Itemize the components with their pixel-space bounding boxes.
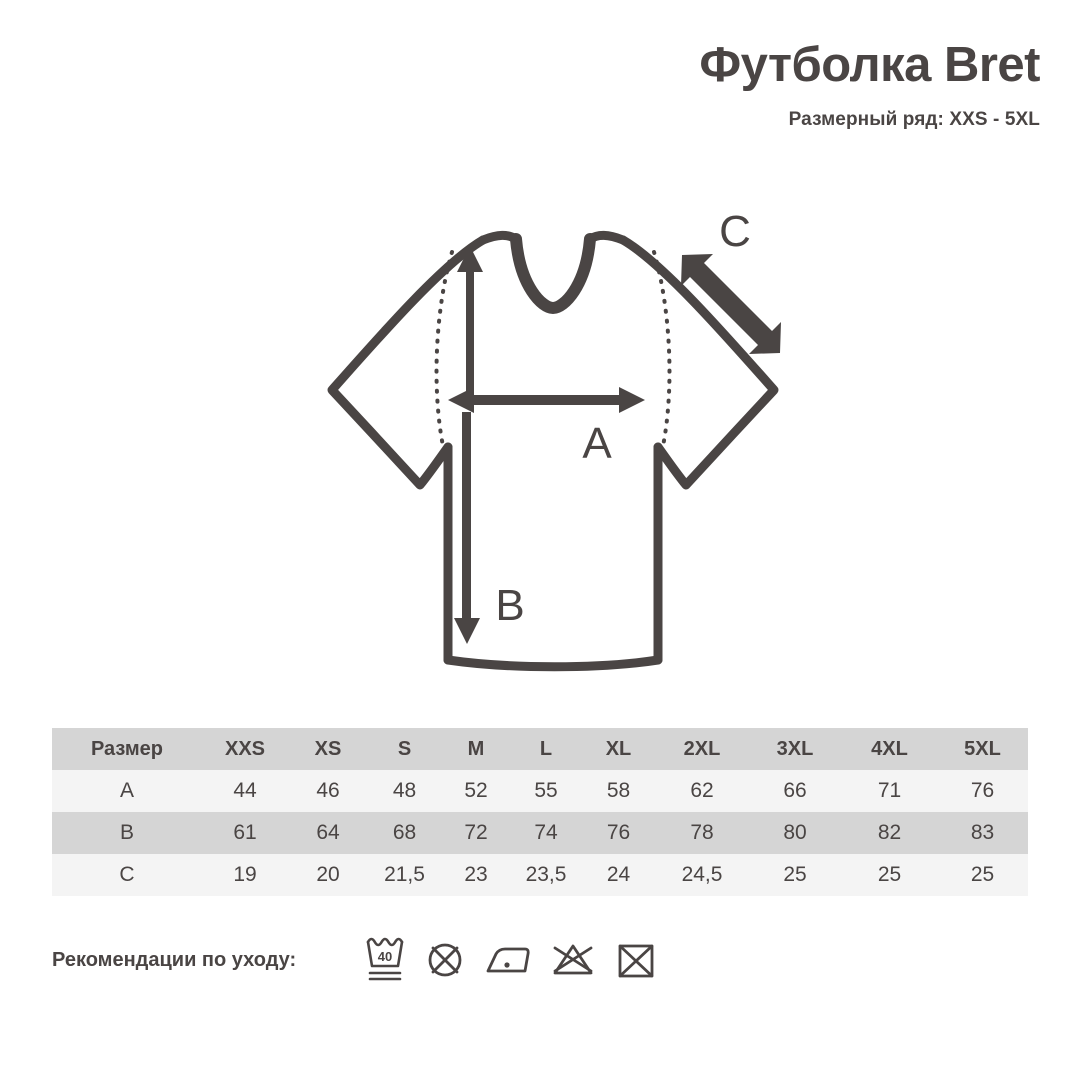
measure-arrow-up [457, 246, 483, 392]
cell-a-m: 52 [464, 779, 488, 802]
row-label-c: C [119, 863, 135, 886]
cell-b-l: 74 [534, 821, 558, 844]
cell-b-3xl: 80 [783, 821, 807, 844]
table-header-xl: XL [605, 737, 632, 760]
cell-b-s: 68 [392, 821, 417, 844]
cell-b-m: 72 [464, 821, 488, 844]
cell-a-xs: 46 [316, 779, 340, 802]
table-header-xs: XS [314, 737, 342, 760]
cell-a-5xl: 76 [970, 779, 995, 802]
do-not-dry-clean-icon [618, 944, 654, 978]
wash-temperature-value: 40 [378, 949, 392, 964]
cell-a-xxs: 44 [233, 779, 257, 802]
do-not-bleach-icon [428, 943, 462, 977]
cell-c-l: 23,5 [525, 863, 567, 886]
cell-c-s: 21,5 [384, 863, 425, 886]
care-icons-group: 40 [364, 935, 658, 985]
cell-b-xxs: 61 [233, 821, 257, 844]
header: Футболка Bret Размерный ряд: XXS - 5XL [340, 38, 1040, 131]
table-row: C 19 20 21,5 23 23,5 24 24,5 25 25 25 [52, 854, 1028, 896]
cell-c-xl: 24 [606, 863, 631, 886]
row-label-b: B [119, 821, 134, 844]
wash-40-delicate-icon: 40 [366, 937, 404, 981]
size-range-subtitle: Размерный ряд: XXS - 5XL [788, 109, 1040, 131]
table-row: B 61 64 68 72 74 76 78 80 82 83 [52, 812, 1028, 854]
cell-c-xs: 20 [316, 863, 340, 886]
cell-a-l: 55 [534, 779, 558, 802]
cell-a-3xl: 66 [783, 779, 807, 802]
cell-b-5xl: 83 [970, 821, 995, 844]
measure-arrow-a [448, 387, 645, 413]
row-label-a: A [119, 779, 134, 802]
cell-a-4xl: 71 [877, 779, 902, 802]
table-header-l: L [539, 737, 553, 760]
table-header-m: M [467, 737, 485, 760]
care-instructions: Рекомендации по уходу: 40 [52, 934, 658, 986]
cell-c-4xl: 25 [877, 863, 902, 886]
page-title: Футболка Bret [699, 38, 1040, 92]
cell-a-s: 48 [392, 779, 417, 802]
care-instructions-label: Рекомендации по уходу: [52, 948, 297, 971]
measure-arrow-b [454, 412, 480, 644]
table-header-3xl: 3XL [776, 737, 814, 760]
tshirt-measurement-diagram: A B C [280, 190, 820, 690]
table-row: A 44 46 48 52 55 58 62 66 71 76 [52, 770, 1028, 812]
sleeve-seam-dotted-lines [434, 250, 672, 448]
table-header-s: S [397, 737, 412, 760]
cell-a-2xl: 62 [690, 779, 714, 802]
measure-label-a: A [582, 419, 612, 468]
do-not-tumble-dry-icon [553, 944, 593, 975]
cell-c-2xl: 24,5 [681, 863, 723, 886]
cell-b-2xl: 78 [690, 821, 714, 844]
iron-dot [504, 962, 510, 968]
table-header-size: Размер [90, 737, 164, 760]
cell-c-m: 23 [464, 863, 488, 886]
cell-b-xs: 64 [316, 821, 340, 844]
measure-label-c: C [719, 207, 751, 256]
table-header-xxs: XXS [224, 737, 266, 760]
cell-c-5xl: 25 [970, 863, 995, 886]
cell-b-xl: 76 [606, 821, 631, 844]
size-table: Размер XXS XS S M L XL 2XL 3XL 4XL 5XL A… [52, 728, 1028, 896]
measure-arrow-c [681, 254, 781, 354]
tshirt-outline-icon [327, 230, 779, 672]
measure-label-b: B [495, 581, 524, 630]
table-header-2xl: 2XL [683, 737, 721, 760]
table-header-row: Размер XXS XS S M L XL 2XL 3XL 4XL 5XL [52, 728, 1028, 770]
table-header-5xl: 5XL [964, 737, 1001, 760]
iron-low-one-dot-icon [486, 947, 530, 973]
cell-c-3xl: 25 [783, 863, 807, 886]
cell-a-xl: 58 [606, 779, 631, 802]
table-header-4xl: 4XL [871, 737, 908, 760]
cell-b-4xl: 82 [877, 821, 902, 844]
cell-c-xxs: 19 [233, 863, 257, 886]
